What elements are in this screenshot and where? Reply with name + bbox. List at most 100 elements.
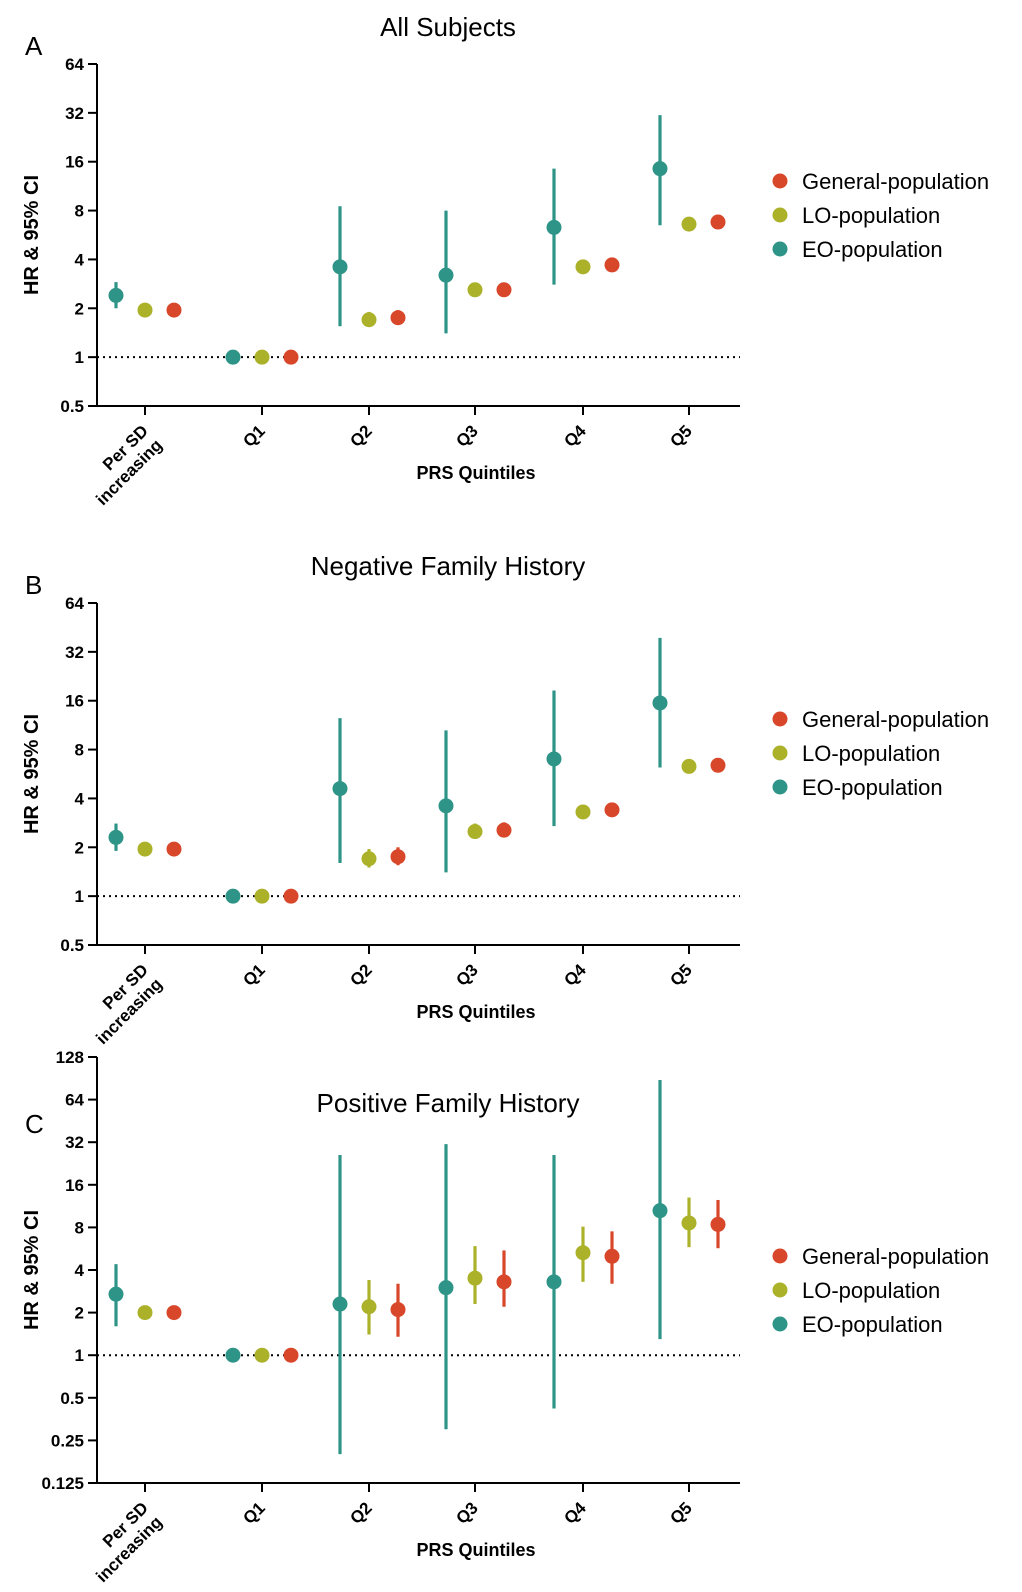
hr-point	[254, 1347, 270, 1363]
hr-point	[108, 1286, 124, 1302]
hr-point	[604, 257, 620, 273]
hr-point	[108, 287, 124, 303]
series-general-population	[166, 214, 726, 365]
hr-point	[438, 798, 454, 814]
hr-point	[137, 1305, 153, 1321]
x-tick-label: Per SDincreasing	[78, 421, 166, 509]
y-axis-label: HR & 95% CI	[21, 1210, 43, 1330]
y-tick-label: 16	[65, 692, 84, 711]
hr-point	[467, 282, 483, 298]
y-tick-label: 2	[75, 1304, 84, 1323]
hr-point	[361, 851, 377, 867]
hr-point	[390, 849, 406, 865]
y-tick-label: 16	[65, 153, 84, 172]
panel-letter: A	[25, 31, 43, 61]
hr-point	[652, 161, 668, 177]
hr-point	[332, 781, 348, 797]
hr-point	[225, 1347, 241, 1363]
legend-marker	[772, 711, 788, 727]
x-tick-label: Q3	[452, 960, 481, 989]
series-eo-population	[108, 115, 668, 365]
series-eo-population	[108, 637, 668, 904]
hr-point	[332, 1296, 348, 1312]
x-axis-label: PRS Quintiles	[416, 463, 535, 483]
y-tick-label: 32	[65, 1133, 84, 1152]
x-tick-label: Q4	[560, 421, 590, 451]
panel-a: A All Subjects 0.5 1 2 4 8 16 32 64 HR & 95% CI Per…	[21, 12, 989, 509]
y-tick-label: 4	[75, 1261, 85, 1280]
hr-point	[652, 1203, 668, 1219]
y-tick-label: 1	[75, 348, 84, 367]
y-tick-label: 32	[65, 643, 84, 662]
series-general-population	[166, 757, 726, 904]
hr-point	[283, 888, 299, 904]
legend-marker	[772, 779, 788, 795]
legend-entry: LO-population	[802, 1278, 940, 1303]
y-tick-label: 0.25	[51, 1431, 84, 1450]
legend: General-population LO-population EO-popula…	[772, 707, 989, 800]
series-lo-population	[137, 1197, 697, 1363]
legend: General-population LO-population EO-popula…	[772, 1244, 989, 1337]
hr-point	[652, 695, 668, 711]
hr-point	[546, 751, 562, 767]
panel-title: Negative Family History	[311, 551, 586, 581]
x-tick-label: Q5	[666, 960, 695, 989]
hr-point	[710, 757, 726, 773]
hr-point	[575, 1245, 591, 1261]
y-tick-label: 8	[75, 1218, 84, 1237]
x-tick-label: Q4	[560, 1498, 590, 1528]
y-tick-label: 4	[75, 789, 85, 808]
x-tick-label: Q1	[239, 1498, 268, 1527]
x-axis-label: PRS Quintiles	[416, 1002, 535, 1022]
panel-title: All Subjects	[380, 12, 516, 42]
hr-point	[283, 1347, 299, 1363]
legend: General-population LO-population EO-popula…	[772, 169, 989, 262]
legend-entry: General-population	[802, 1244, 989, 1269]
hr-point	[710, 214, 726, 230]
y-tick-label: 0.5	[60, 936, 84, 955]
x-tick-label: Q5	[666, 1498, 695, 1527]
y-tick-label: 1	[75, 887, 84, 906]
legend-marker	[772, 1282, 788, 1298]
hr-point	[604, 802, 620, 818]
y-tick-label: 1	[75, 1346, 84, 1365]
panel-c: C Positive Family History 0.125 0.25 0.5 1 2 4 8…	[21, 1048, 989, 1586]
legend-entry: General-population	[802, 707, 989, 732]
y-tick-label: 0.5	[60, 1389, 84, 1408]
legend-entry: General-population	[802, 169, 989, 194]
panel-b: B Negative Family History 0.5 1 2 4 8 16 32 64 HR …	[21, 551, 989, 1048]
panel-letter: B	[25, 570, 42, 600]
y-tick-label: 4	[75, 250, 85, 269]
y-tick-label: 0.5	[60, 397, 84, 416]
x-tick-label: Per SDincreasing	[78, 1498, 166, 1586]
hr-point	[390, 1302, 406, 1318]
hr-point	[681, 1215, 697, 1231]
hr-point	[166, 302, 182, 318]
hr-point	[361, 1299, 377, 1315]
x-tick-label: Q4	[560, 960, 590, 990]
series-lo-population	[137, 216, 697, 365]
legend-entry: EO-population	[802, 1312, 943, 1337]
hr-point	[496, 1274, 512, 1290]
legend-entry: EO-population	[802, 775, 943, 800]
legend-marker	[772, 173, 788, 189]
hr-point	[166, 1305, 182, 1321]
hr-point	[546, 1274, 562, 1290]
legend-marker	[772, 207, 788, 223]
legend-entry: EO-population	[802, 237, 943, 262]
hr-point	[546, 219, 562, 235]
series-lo-population	[137, 758, 697, 904]
hr-point	[710, 1216, 726, 1232]
hr-point	[166, 841, 182, 857]
hr-point	[225, 888, 241, 904]
legend-marker	[772, 1316, 788, 1332]
hr-point	[467, 824, 483, 840]
hr-point	[681, 758, 697, 774]
y-tick-label: 8	[75, 741, 84, 760]
hr-point	[604, 1248, 620, 1264]
panel-letter: C	[25, 1109, 44, 1139]
hr-point	[137, 302, 153, 318]
x-tick-label: Q1	[239, 421, 268, 450]
y-axis-label: HR & 95% CI	[21, 714, 43, 834]
